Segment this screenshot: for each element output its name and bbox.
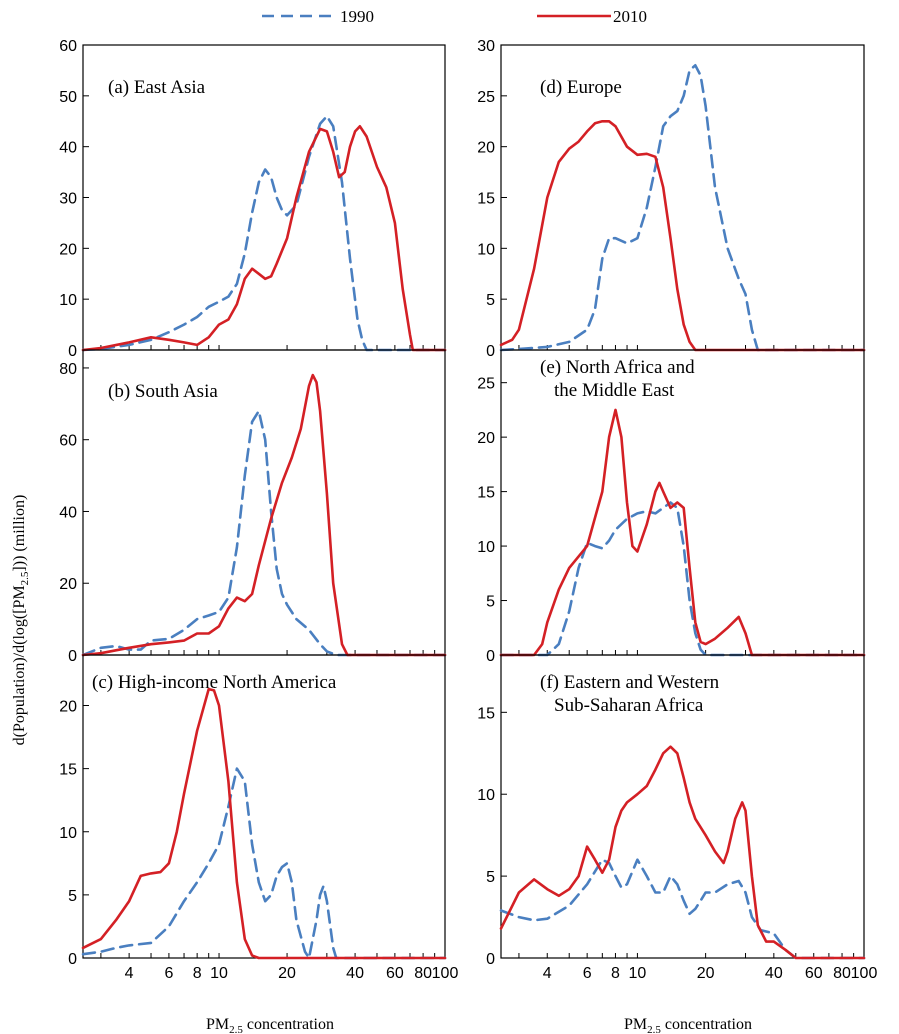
series-line-1990-a xyxy=(81,114,447,352)
y-tick-label-c: 5 xyxy=(68,888,77,905)
y-tick-label-e: 20 xyxy=(477,430,495,447)
y-tick-label-e: 15 xyxy=(477,485,495,502)
y-tick-label-b: 80 xyxy=(59,361,77,378)
x-tick-label-c: 6 xyxy=(164,965,173,982)
y-tick-label-e: 10 xyxy=(477,539,495,556)
panel-title-c: (c) High-income North America xyxy=(92,672,337,693)
x-tick-label-c: 60 xyxy=(386,965,404,982)
series-line-2010-b xyxy=(81,373,447,657)
series-line-2010-f xyxy=(499,745,866,960)
series-line-2010-c xyxy=(81,687,447,960)
y-tick-label-d: 30 xyxy=(477,38,495,55)
y-tick-label-e: 5 xyxy=(486,594,495,611)
series-line-2010-d xyxy=(499,120,866,352)
series-line-1990-f xyxy=(499,858,866,960)
panel-title-f: (f) Eastern and Western xyxy=(540,672,720,693)
series-line-2010-a xyxy=(81,125,447,352)
x-axis-label-right: PM2.5 concentration xyxy=(624,1016,752,1034)
x-tick-label-c: 8 xyxy=(193,965,202,982)
y-tick-label-b: 20 xyxy=(59,576,77,593)
panel-title-b: (b) South Asia xyxy=(108,381,218,402)
y-tick-label-a: 0 xyxy=(68,343,77,360)
panel-title-e: the Middle East xyxy=(554,380,675,401)
x-axis-label-left: PM2.5 concentration xyxy=(206,1016,334,1034)
y-tick-label-b: 0 xyxy=(68,648,77,665)
y-tick-label-c: 15 xyxy=(59,762,77,779)
panel-title-e: (e) North Africa and xyxy=(540,357,695,378)
y-tick-label-f: 5 xyxy=(486,869,495,886)
y-tick-label-c: 0 xyxy=(68,951,77,968)
panel-title-f: Sub-Saharan Africa xyxy=(554,695,704,716)
y-tick-label-f: 10 xyxy=(477,787,495,804)
y-tick-label-d: 20 xyxy=(477,140,495,157)
chart-panel-b: 0 20 40 60 80 (b) South Asia xyxy=(59,349,447,665)
legend-label-2010: 2010 xyxy=(613,7,647,26)
x-tick-label-f: 10 xyxy=(629,965,647,982)
panel-title-d: (d) Europe xyxy=(540,77,622,98)
y-tick-label-a: 60 xyxy=(59,38,77,55)
y-tick-label-f: 0 xyxy=(486,951,495,968)
y-tick-label-b: 60 xyxy=(59,433,77,450)
series-line-1990-b xyxy=(81,409,447,657)
y-tick-label-d: 15 xyxy=(477,191,495,208)
y-tick-label-a: 30 xyxy=(59,191,77,208)
y-tick-label-e: 25 xyxy=(477,376,495,393)
y-tick-label-f: 15 xyxy=(477,705,495,722)
chart-panel-f: 0 5 10 15 4 6 8 10 20 40 60 80 100 (f) Eastern and We… xyxy=(477,654,878,982)
x-tick-label-c: 20 xyxy=(278,965,296,982)
x-tick-label-f: 100 xyxy=(851,965,878,982)
y-tick-label-a: 50 xyxy=(59,89,77,106)
x-tick-label-f: 4 xyxy=(543,965,552,982)
y-tick-label-a: 40 xyxy=(59,140,77,157)
series-line-1990-d xyxy=(499,64,866,352)
panel-frame-c xyxy=(82,654,446,959)
y-tick-label-a: 10 xyxy=(59,292,77,309)
x-tick-label-c: 10 xyxy=(210,965,228,982)
x-tick-label-f: 40 xyxy=(765,965,783,982)
legend: 1990 2010 xyxy=(262,7,647,26)
y-tick-label-b: 40 xyxy=(59,504,77,521)
x-tick-label-c: 100 xyxy=(432,965,459,982)
x-tick-label-f: 6 xyxy=(583,965,592,982)
y-tick-label-d: 25 xyxy=(477,89,495,106)
series-line-1990-c xyxy=(81,767,447,960)
y-tick-label-d: 10 xyxy=(477,241,495,258)
y-tick-label-c: 10 xyxy=(59,825,77,842)
y-tick-label-d: 5 xyxy=(486,292,495,309)
chart-panel-c: 0 5 10 15 20 4 6 8 10 20 40 60 80 100 (c) High-income … xyxy=(59,654,459,982)
chart-panel-d: 0 5 10 15 20 25 30 (d) Europe xyxy=(477,38,866,360)
x-tick-label-c: 40 xyxy=(346,965,364,982)
panel-frame-f xyxy=(500,654,865,959)
y-tick-label-a: 20 xyxy=(59,241,77,258)
chart-panel-a: 0 10 20 30 40 50 60 (a) East Asia xyxy=(59,38,447,360)
y-tick-label-d: 0 xyxy=(486,343,495,360)
x-tick-label-f: 80 xyxy=(833,965,851,982)
panel-title-a: (a) East Asia xyxy=(108,77,206,98)
x-tick-label-f: 8 xyxy=(611,965,620,982)
y-axis-label: d(Population)/d(log([PM2.5])) (million) xyxy=(11,495,31,746)
x-tick-label-c: 80 xyxy=(414,965,432,982)
y-tick-label-c: 20 xyxy=(59,699,77,716)
legend-label-1990: 1990 xyxy=(340,7,374,26)
x-tick-label-f: 60 xyxy=(805,965,823,982)
x-tick-label-c: 4 xyxy=(125,965,134,982)
x-tick-label-f: 20 xyxy=(697,965,715,982)
y-tick-label-e: 0 xyxy=(486,648,495,665)
series-line-2010-e xyxy=(499,408,866,657)
series-line-1990-e xyxy=(499,501,866,657)
